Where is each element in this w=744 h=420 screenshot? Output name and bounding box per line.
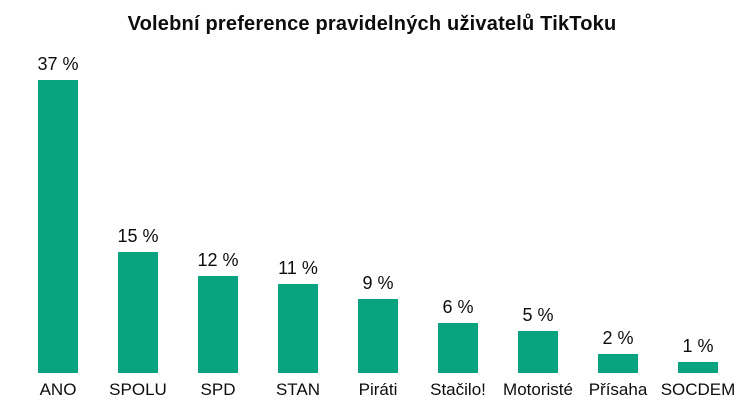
value-label: 15 % [117, 226, 159, 246]
bar [438, 323, 478, 373]
bar-column: 1 % SOCDEM [658, 0, 738, 420]
bar-column: 15 % SPOLU [98, 0, 178, 420]
plot-area: 37 % ANO 15 % SPOLU 12 % SPD 11 % STAN 9… [18, 0, 738, 420]
bar [518, 331, 558, 373]
value-label: 1 % [682, 336, 714, 356]
bar-column: 2 % Přísaha [578, 0, 658, 420]
bar-column: 37 % ANO [18, 0, 98, 420]
value-label: 2 % [602, 328, 634, 348]
category-label: SPD [200, 380, 236, 399]
bar [598, 354, 638, 373]
category-label: STAN [275, 380, 321, 399]
bar [358, 299, 398, 373]
bar-column: 6 % Stačilo! [418, 0, 498, 420]
chart-title: Volební preference pravidelných uživatel… [127, 13, 617, 35]
category-label: Přísaha [588, 380, 648, 399]
category-label: SPOLU [109, 380, 167, 399]
bar-column: 5 % Motoristé [498, 0, 578, 420]
bar [678, 362, 718, 373]
bar-column: 9 % Piráti [338, 0, 418, 420]
value-label: 12 % [197, 250, 239, 270]
category-label: Stačilo! [430, 380, 486, 399]
bar [118, 252, 158, 373]
category-label: Piráti [358, 380, 398, 399]
bar [38, 80, 78, 373]
value-label: 37 % [37, 54, 79, 74]
value-label: 5 % [522, 305, 554, 325]
value-label: 9 % [362, 273, 394, 293]
bar [198, 276, 238, 373]
category-label: SOCDEM [660, 380, 736, 399]
category-label: Motoristé [503, 380, 573, 399]
bar [278, 284, 318, 373]
bar-column: 12 % SPD [178, 0, 258, 420]
value-label: 6 % [442, 297, 474, 317]
bar-column: 11 % STAN [258, 0, 338, 420]
value-label: 11 % [278, 258, 318, 278]
category-label: ANO [39, 380, 77, 399]
